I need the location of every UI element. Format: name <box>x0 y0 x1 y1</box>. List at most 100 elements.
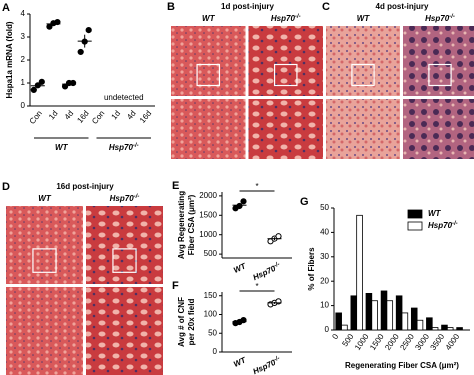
y-tick-label: 1500 <box>199 210 217 219</box>
panel-label: F <box>172 280 179 292</box>
y-axis-label: Hspa1a mRNA (fold) <box>5 21 14 98</box>
column-label: Hsp70-/- <box>425 14 455 24</box>
bar <box>350 295 358 331</box>
x-tick-label: 1500 <box>368 332 386 352</box>
column-label: Hsp70-/- <box>271 14 301 24</box>
x-tick-label: 4d <box>63 109 76 122</box>
data-point <box>77 48 84 56</box>
data-point <box>30 86 37 94</box>
column-label-text: WT <box>202 14 216 23</box>
panel-label: E <box>172 180 179 192</box>
y-tick-label: 10 <box>320 301 329 310</box>
column-label-text: WT <box>357 14 371 23</box>
panel-label: B <box>167 1 175 13</box>
bar <box>365 292 373 331</box>
y-axis-label: % of Fibers <box>307 247 316 291</box>
x-tick-label: Hsp70-/- <box>251 355 282 375</box>
legend-label-text: WT <box>428 209 442 218</box>
column-label: Hsp70-/- <box>110 194 140 204</box>
histology-zoom <box>403 99 474 159</box>
significance: * <box>255 282 258 291</box>
bar <box>395 295 403 331</box>
annotation: undetected <box>104 93 144 102</box>
x-tick-label: 1000 <box>353 332 371 352</box>
x-tick-label: 3500 <box>429 332 447 352</box>
bar <box>371 300 378 331</box>
legend-label: WT <box>428 209 442 218</box>
panel-title: 16d post-injury <box>56 182 114 191</box>
y-tick-label: 3 <box>21 32 26 41</box>
panel-label: A <box>2 2 10 14</box>
histology-image <box>171 26 246 96</box>
data-point <box>69 79 77 87</box>
y-axis-label: Avg # of CNF <box>177 297 186 347</box>
bar <box>441 324 448 331</box>
y-tick-label: 4 <box>21 9 26 18</box>
data-point <box>38 78 45 85</box>
histology-zoom <box>86 287 163 375</box>
panel-title: 4d post-injury <box>376 2 429 11</box>
y-tick-label: 2000 <box>199 191 217 200</box>
bar <box>426 317 433 331</box>
y-tick-label: 0 <box>21 101 26 110</box>
bar <box>416 319 424 331</box>
bar <box>335 312 342 331</box>
data-point <box>54 18 61 26</box>
x-tick-label: 1d <box>109 109 122 122</box>
y-tick-label: 30 <box>320 252 329 261</box>
y-tick-label: 1 <box>21 78 26 87</box>
x-tick-label-sup: -/- <box>273 355 281 363</box>
x-tick-label: 0 <box>330 332 340 341</box>
y-tick-label: 20 <box>320 276 329 285</box>
group-label-text: Hsp70 <box>109 143 134 152</box>
x-tick-label: 4d <box>125 109 138 122</box>
y-axis-label: per 20x field <box>187 299 196 346</box>
panel-label: G <box>300 196 309 208</box>
group-label: WT <box>55 143 69 152</box>
y-tick-label: 100 <box>204 310 218 319</box>
histology-zoom <box>6 287 83 375</box>
column-label-sup: -/- <box>295 14 301 20</box>
column-label: WT <box>202 14 216 23</box>
column-label-sup: -/- <box>134 194 140 200</box>
legend-label-text: Hsp70 <box>428 221 453 230</box>
y-tick-label: 50 <box>320 203 329 212</box>
y-tick-label: 500 <box>204 249 218 258</box>
x-tick-label: WT <box>232 261 248 275</box>
y-tick-label: 150 <box>204 291 218 300</box>
bar <box>446 327 454 331</box>
histology-zoom <box>248 99 323 159</box>
x-tick-label: Con <box>90 109 106 126</box>
x-tick-label: 2000 <box>383 332 401 352</box>
legend-swatch <box>407 221 423 231</box>
x-axis-label: Regenerating Fiber CSA (μm²) <box>345 361 459 370</box>
bar <box>341 324 348 331</box>
x-tick-label: 16d <box>75 109 90 125</box>
y-tick-label: 0 <box>325 325 330 334</box>
x-tick-label: 3000 <box>413 332 431 352</box>
data-point <box>85 27 92 34</box>
inset-box <box>32 248 57 273</box>
column-label-text: Hsp70 <box>110 194 135 203</box>
inset-box <box>273 63 298 87</box>
legend-label-sup: -/- <box>452 221 458 227</box>
histology-zoom <box>326 99 400 159</box>
significance: * <box>255 182 258 191</box>
histology-image <box>86 206 163 284</box>
panel-label: C <box>322 1 330 13</box>
bar <box>456 327 463 331</box>
x-tick-label: 1d <box>47 109 60 122</box>
x-tick-label: Con <box>28 109 44 126</box>
column-label-text: WT <box>38 194 52 203</box>
group-label: Hsp70-/- <box>109 143 139 153</box>
data-point <box>275 233 282 240</box>
column-label: WT <box>38 194 52 203</box>
x-tick-label: Hsp70-/- <box>251 261 282 282</box>
y-axis-label: Fiber CSA (μm²) <box>187 194 196 255</box>
y-tick-label: 0 <box>213 347 218 356</box>
histology-image <box>248 26 323 96</box>
data-point <box>240 198 247 205</box>
bar <box>386 300 394 331</box>
y-tick-label: 2 <box>21 55 26 64</box>
